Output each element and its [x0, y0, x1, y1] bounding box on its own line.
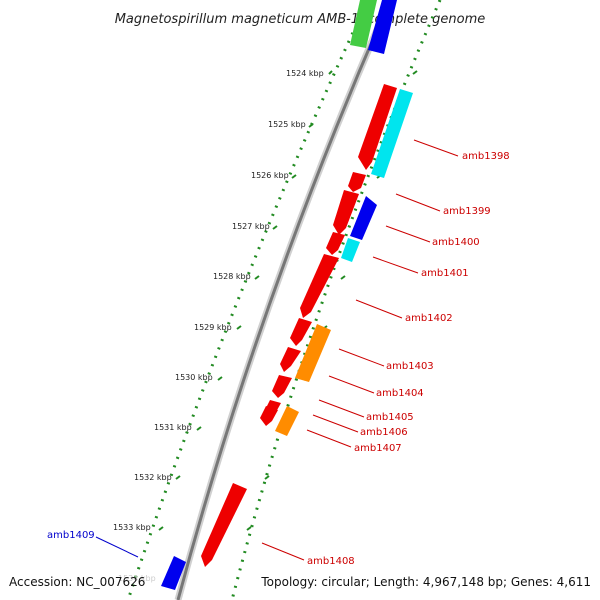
tick-label: 1525 kbp: [268, 120, 306, 129]
tick-labels: 1524 kbp 1525 kbp 1526 kbp 1527 kbp 1528…: [113, 69, 324, 583]
tick-mark-1529: [236, 325, 242, 330]
gene-label[interactable]: amb1399: [443, 206, 491, 217]
gene-feature-cyan-2[interactable]: [341, 238, 360, 262]
tick-label: 1527 kbp: [232, 222, 270, 231]
outer-tick-marks: [158, 70, 333, 531]
gene-feature-orange-1403[interactable]: [295, 324, 331, 382]
gene-label[interactable]: amb1402: [405, 313, 453, 324]
tick-label: 1530 kbp: [175, 373, 213, 382]
gene-feature-top-green[interactable]: [350, 0, 377, 48]
tick-label: 1526 kbp: [251, 171, 289, 180]
gene-feature-amb1401[interactable]: [326, 232, 345, 255]
topology-text: Topology: circular; Length: 4,967,148 bp…: [260, 575, 591, 589]
gene-feature-orange-1406[interactable]: [275, 406, 299, 436]
gene-feature-cyan-1[interactable]: [371, 89, 413, 178]
tick-label: 1529 kbp: [194, 323, 232, 332]
gene-feature-top-blue[interactable]: [368, 0, 397, 54]
gene-label[interactable]: amb1401: [421, 268, 469, 279]
gene-labels: amb1398 amb1399 amb1400 amb1401 amb1402 …: [47, 151, 510, 567]
gene-label[interactable]: amb1405: [366, 412, 414, 423]
tick-mark-1525: [308, 123, 314, 128]
gene-feature-amb1398[interactable]: [358, 84, 397, 170]
inner-dotted-track: [230, 0, 442, 600]
gene-feature-amb1408[interactable]: [201, 483, 247, 567]
gene-label-lines: [261, 139, 459, 561]
accession-text: Accession: NC_007626: [9, 575, 145, 589]
tick-mark-1527: [272, 225, 278, 230]
gene-label[interactable]: amb1408: [307, 556, 355, 567]
tick-mark-1530: [217, 376, 223, 381]
gene-feature-amb1402[interactable]: [300, 254, 339, 318]
tick-mark-1526: [291, 174, 297, 179]
gene-label[interactable]: amb1404: [376, 388, 424, 399]
gene-feature-amb1399[interactable]: [348, 172, 366, 192]
tick-label: 1528 kbp: [213, 272, 251, 281]
map-title: Magnetospirillum magneticum AMB-1, compl…: [115, 12, 486, 27]
gene-feature-amb1403[interactable]: [290, 318, 312, 346]
tick-label-faded: 1534 kbp: [118, 574, 156, 583]
genome-backbone: [174, 0, 394, 600]
tick-mark-1533: [158, 526, 164, 531]
tick-label: 1524 kbp: [286, 69, 324, 78]
outer-dotted-track: [126, 0, 370, 600]
gene-label[interactable]: amb1403: [386, 361, 434, 372]
gene-label-selected[interactable]: amb1409: [47, 530, 95, 541]
tick-mark-1528: [254, 275, 260, 280]
gene-feature-amb1409[interactable]: [161, 556, 186, 590]
tick-mark-1532: [175, 475, 181, 480]
gene-label[interactable]: amb1398: [462, 151, 510, 162]
gene-feature-amb1404[interactable]: [280, 347, 301, 372]
tick-label: 1533 kbp: [113, 523, 151, 532]
tick-label: 1531 kbp: [154, 423, 192, 432]
tick-mark-1531: [196, 426, 202, 431]
gene-label[interactable]: amb1400: [432, 237, 480, 248]
gene-label[interactable]: amb1406: [360, 427, 408, 438]
gene-feature-amb1400[interactable]: [333, 190, 359, 235]
gene-feature-amb1407[interactable]: [260, 406, 278, 426]
gene-feature-blue-1400[interactable]: [350, 196, 377, 240]
gene-label[interactable]: amb1407: [354, 443, 402, 454]
gene-label-line-selected: [95, 536, 139, 558]
tick-label: 1532 kbp: [134, 473, 172, 482]
tick-mark-1524: [328, 70, 333, 75]
gene-feature-amb1405[interactable]: [272, 375, 292, 398]
